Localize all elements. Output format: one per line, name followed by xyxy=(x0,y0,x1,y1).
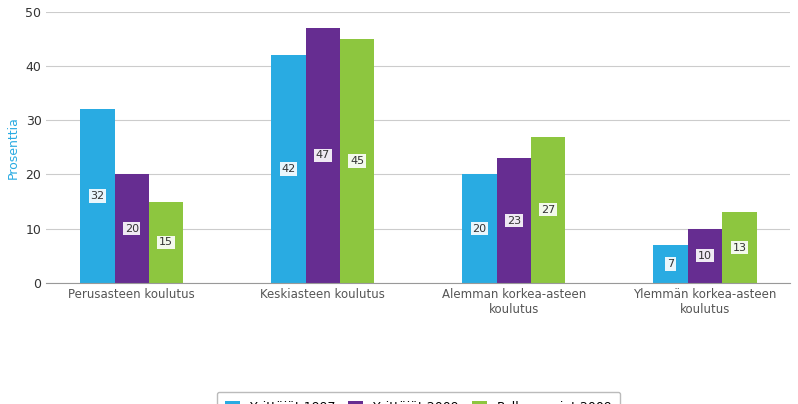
Bar xyxy=(496,158,531,283)
Bar xyxy=(149,202,184,283)
Y-axis label: Prosenttia: Prosenttia xyxy=(7,116,20,179)
Bar xyxy=(271,55,306,283)
Text: 10: 10 xyxy=(698,251,712,261)
Text: 32: 32 xyxy=(90,191,105,201)
Text: 20: 20 xyxy=(472,224,487,234)
Bar xyxy=(80,109,115,283)
Text: 42: 42 xyxy=(282,164,295,174)
Bar xyxy=(462,175,496,283)
Text: 47: 47 xyxy=(316,151,330,160)
Bar xyxy=(531,137,566,283)
Bar xyxy=(688,229,722,283)
Text: 15: 15 xyxy=(159,237,173,247)
Text: 13: 13 xyxy=(733,242,746,252)
Bar xyxy=(340,39,374,283)
Text: 20: 20 xyxy=(124,224,139,234)
Bar xyxy=(722,213,757,283)
Text: 7: 7 xyxy=(667,259,674,269)
Text: 45: 45 xyxy=(350,156,364,166)
Text: 27: 27 xyxy=(541,205,555,215)
Bar xyxy=(306,28,340,283)
Text: 23: 23 xyxy=(507,215,521,225)
Legend: Yrittäjät 1997, Yrittäjät 2009, Palkansaajat 2009: Yrittäjät 1997, Yrittäjät 2009, Palkansa… xyxy=(217,392,620,404)
Bar xyxy=(654,245,688,283)
Bar xyxy=(115,175,149,283)
